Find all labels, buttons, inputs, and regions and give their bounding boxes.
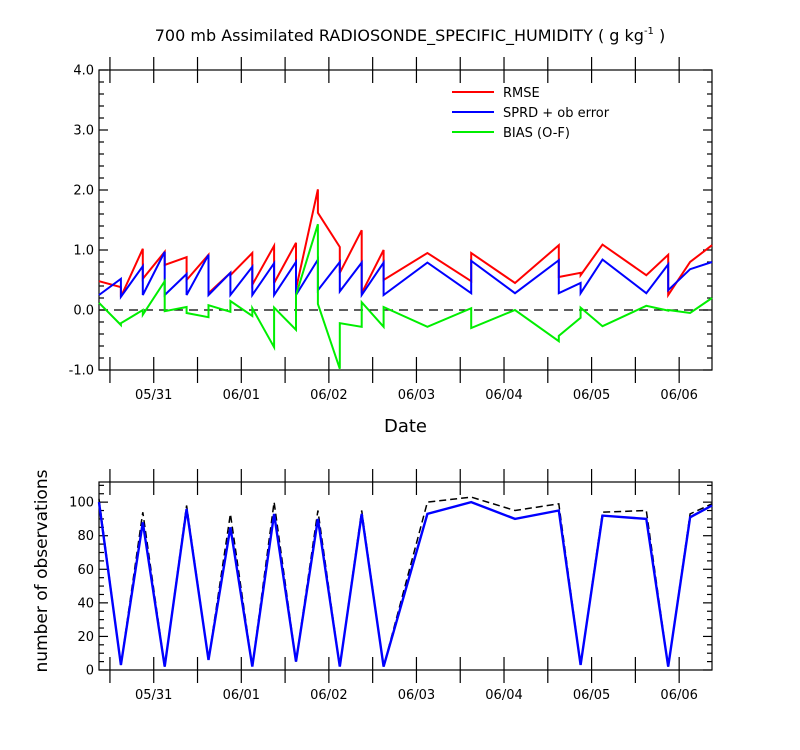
- y-tick-label: -1.0: [69, 364, 94, 379]
- plot-frame: [98, 481, 713, 671]
- x-tick-label: 06/04: [485, 388, 522, 403]
- y-tick-label: 2.0: [73, 184, 94, 199]
- series-line-possible-obs: [98, 496, 713, 667]
- plot-frame: [98, 69, 713, 371]
- x-tick-label: 06/02: [310, 688, 347, 703]
- y-tick-label: 20: [77, 630, 94, 645]
- chart-title: 700 mb Assimilated RADIOSONDE_SPECIFIC_H…: [155, 26, 666, 46]
- x-tick-label: 06/01: [223, 688, 260, 703]
- x-tick-label: 06/04: [485, 688, 522, 703]
- series-line-assimilated-obs: [97, 500, 713, 667]
- y-tick-label: 60: [77, 563, 94, 578]
- y-tick-label: 0: [86, 664, 94, 679]
- legend-label: BIAS (O-F): [503, 126, 570, 141]
- y-tick-label: 1.0: [73, 244, 94, 259]
- y-tick-label: 40: [77, 596, 94, 611]
- x-tick-label: 06/05: [573, 388, 610, 403]
- top-chart: -1.0 0.0 1.0 2.0 3.0 4.0 05/31 06/01 06/02 06/03 0…: [69, 57, 713, 437]
- y-tick-label: 3.0: [73, 124, 94, 139]
- x-tick-label: 06/03: [398, 388, 435, 403]
- legend-label: SPRD + ob error: [503, 106, 610, 121]
- x-tick-label: 05/31: [135, 388, 172, 403]
- x-tick-label: 06/02: [310, 388, 347, 403]
- y-tick-label: 100: [69, 496, 94, 511]
- x-tick-label: 06/03: [398, 688, 435, 703]
- series-line-bias-o-f-: [98, 223, 713, 370]
- y-axis-label: number of observations: [32, 469, 52, 672]
- y-tick-label: 4.0: [73, 64, 94, 79]
- x-tick-label: 06/05: [573, 688, 610, 703]
- bottom-chart: 0 20 40 60 80 100 05/31 06/01 06/02 06/03 06/04 06/…: [32, 469, 713, 703]
- legend-label: RMSE: [503, 86, 540, 101]
- x-tick-label: 05/31: [135, 688, 172, 703]
- x-tick-label: 06/06: [660, 688, 697, 703]
- x-axis-label: Date: [384, 416, 427, 437]
- series-line-rmse: [98, 189, 713, 299]
- y-tick-label: 0.0: [73, 304, 94, 319]
- y-tick-label: 80: [77, 529, 94, 544]
- x-tick-label: 06/01: [223, 388, 260, 403]
- x-tick-label: 06/06: [660, 388, 697, 403]
